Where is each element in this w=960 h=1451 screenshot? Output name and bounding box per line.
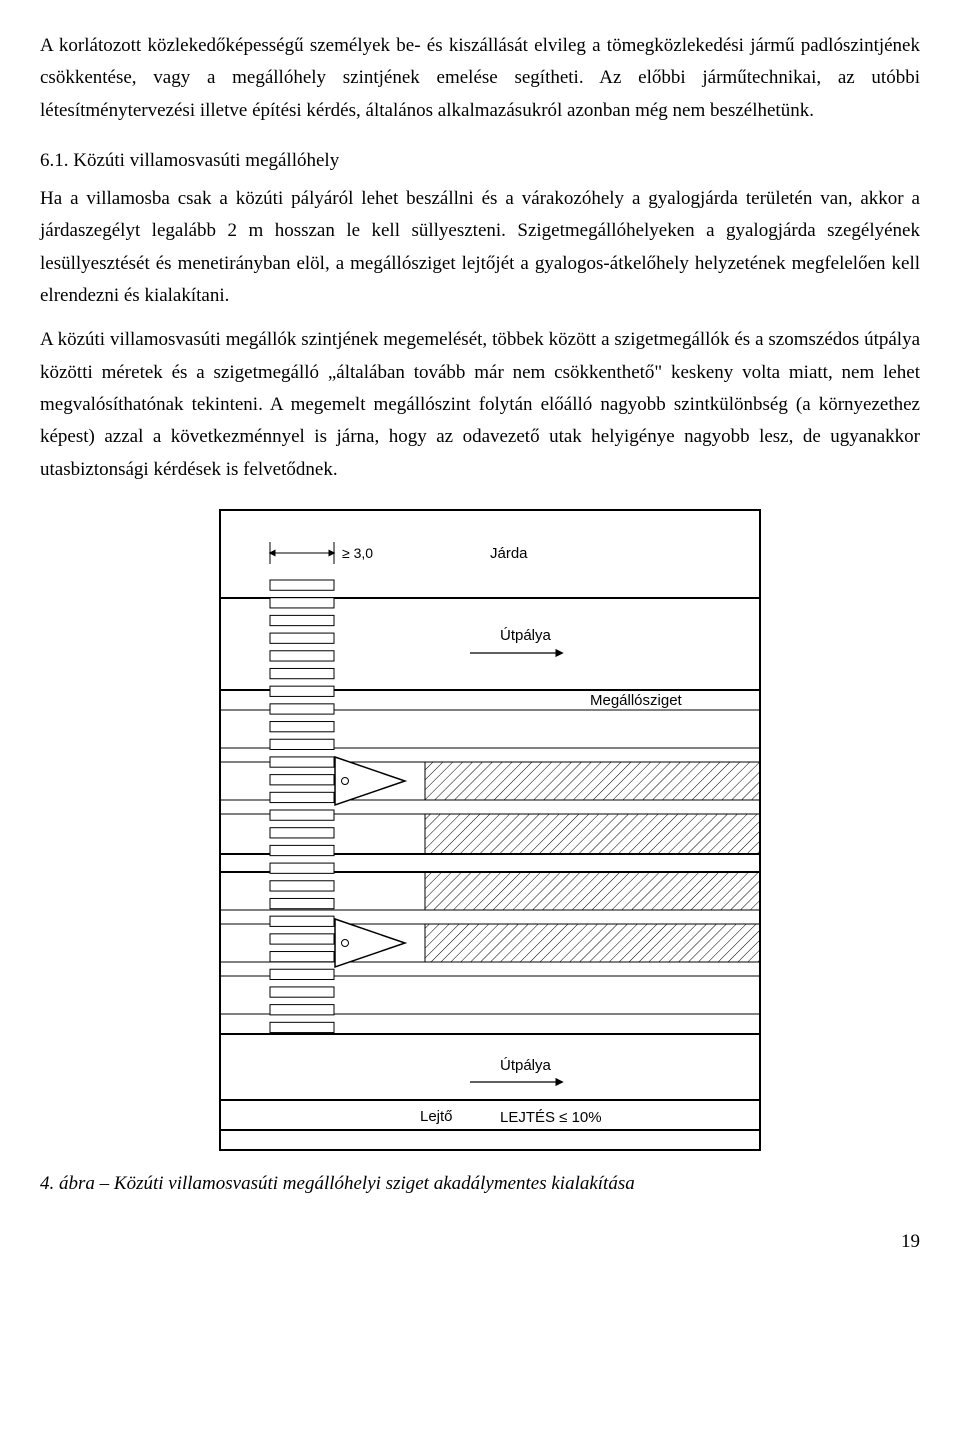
crossing-bar — [270, 739, 334, 749]
label-lejtes: LEJTÉS ≤ 10% — [500, 1109, 602, 1126]
label-lejto: Lejtő — [420, 1108, 453, 1125]
hatch-platform-1a — [425, 762, 760, 800]
tram-stop-diagram: ≥ 3,0 Járda Útpálya Megállósziget Útpály… — [170, 500, 790, 1160]
crossing-bar — [270, 774, 334, 784]
crossing-bar — [270, 721, 334, 731]
page-number: 19 — [40, 1226, 920, 1258]
crossing-bar — [270, 668, 334, 678]
crossing-bar — [270, 580, 334, 590]
crossing-bar — [270, 598, 334, 608]
crossing-bar — [270, 881, 334, 891]
paragraph-3: A közúti villamosvasúti megállók szintjé… — [40, 324, 920, 485]
figure-container: ≥ 3,0 Járda Útpálya Megállósziget Útpály… — [40, 500, 920, 1160]
label-megallosziget: Megállósziget — [590, 692, 683, 709]
crossing-bar — [270, 651, 334, 661]
figure-caption: 4. ábra – Közúti villamosvasúti megállóh… — [40, 1168, 920, 1200]
crossing-bar — [270, 792, 334, 802]
crossing-bar — [270, 633, 334, 643]
paragraph-2: Ha a villamosba csak a közúti pályáról l… — [40, 183, 920, 312]
crossing-bar — [270, 828, 334, 838]
crossing-bar — [270, 810, 334, 820]
crossing-bar — [270, 916, 334, 926]
crossing-bar — [270, 757, 334, 767]
crossing-bar — [270, 686, 334, 696]
label-jarda: Járda — [490, 545, 528, 562]
label-utpalya-bot: Útpálya — [500, 1057, 552, 1074]
hatch-platform-1b — [425, 814, 760, 854]
crossing-bar — [270, 898, 334, 908]
section-heading: 6.1. Közúti villamosvasúti megállóhely — [40, 145, 920, 177]
crossing-bar — [270, 845, 334, 855]
hatch-platform-2b — [425, 924, 760, 962]
crossing-bar — [270, 969, 334, 979]
hatch-platform-2a — [425, 872, 760, 910]
crossing-bar — [270, 863, 334, 873]
crossing-bar — [270, 987, 334, 997]
crossing-bar — [270, 1004, 334, 1014]
crossing-bar — [270, 1022, 334, 1032]
crossing-bar — [270, 615, 334, 625]
label-utpalya-top: Útpálya — [500, 627, 552, 644]
crossing-bar — [270, 704, 334, 714]
dimension-label: ≥ 3,0 — [342, 545, 373, 561]
crossing-bar — [270, 951, 334, 961]
paragraph-1: A korlátozott közlekedőképességű személy… — [40, 30, 920, 127]
crossing-bar — [270, 934, 334, 944]
